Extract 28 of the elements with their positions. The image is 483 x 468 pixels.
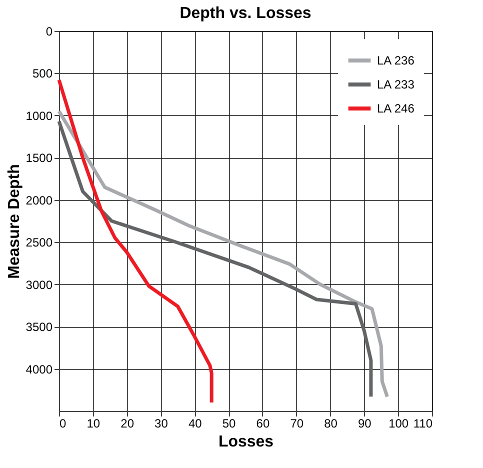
x-tick-label: 80 xyxy=(324,416,338,430)
x-tick-label: 100 xyxy=(388,416,409,430)
y-tick-label: 1500 xyxy=(26,151,53,166)
line-series xyxy=(57,78,214,404)
legend-label: LA 246 xyxy=(377,102,415,116)
x-tick-label: 30 xyxy=(154,416,168,430)
y-tick-label: 500 xyxy=(32,66,53,81)
x-tick-label: 110 xyxy=(413,416,433,430)
x-tick-label: 10 xyxy=(86,416,100,430)
legend-label: LA 233 xyxy=(377,78,415,92)
x-tick-label: 70 xyxy=(290,416,304,430)
y-tick-label: 2000 xyxy=(26,193,53,208)
y-tick-label: 0 xyxy=(46,24,53,38)
x-tick-label: 20 xyxy=(120,416,134,430)
y-axis-title: Measure Depth xyxy=(6,164,23,279)
y-tick-label: 3000 xyxy=(26,278,53,292)
y-tick-label: 4000 xyxy=(26,362,53,376)
chart-title: Depth vs. Losses xyxy=(180,5,312,22)
legend-label: LA 236 xyxy=(377,54,415,68)
x-tick-label: 40 xyxy=(188,416,202,430)
x-axis-title: Losses xyxy=(218,434,274,450)
y-tick-label: 1000 xyxy=(26,108,53,123)
x-tick-label: 60 xyxy=(256,416,270,430)
x-tick-label: 90 xyxy=(358,416,372,430)
x-tick-label: 0 xyxy=(60,416,66,430)
y-tick-label: 2500 xyxy=(26,236,53,250)
x-tick-label: 50 xyxy=(222,416,236,430)
y-tick-label: 3500 xyxy=(26,320,53,334)
